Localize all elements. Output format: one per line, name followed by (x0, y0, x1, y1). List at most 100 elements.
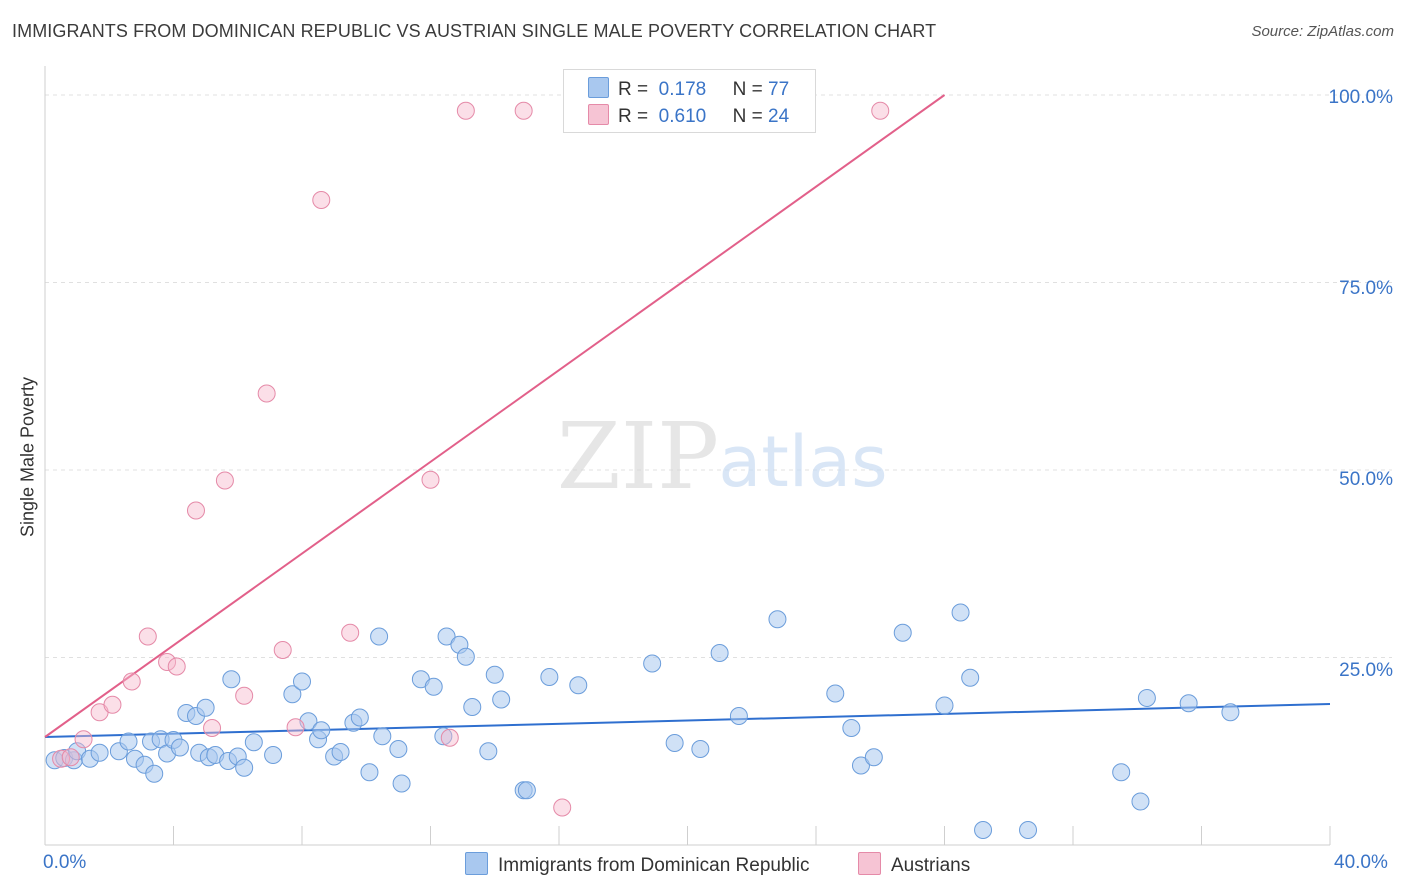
point-dominican (485, 665, 504, 684)
axes (44, 66, 1331, 846)
watermark-atlas: atlas (718, 421, 887, 503)
point-dominican (729, 707, 748, 725)
point-austrian (186, 501, 205, 520)
point-dominican (492, 690, 511, 709)
point-austrian (440, 728, 459, 747)
point-dominican (196, 698, 215, 717)
point-austrian (257, 384, 276, 403)
point-dominican (893, 623, 912, 642)
y-tick-25: 25.0% (1339, 660, 1393, 681)
point-dominican (389, 740, 408, 758)
point-dominican (456, 647, 475, 666)
point-dominican (170, 738, 189, 757)
point-austrian (138, 627, 157, 646)
point-dominican (768, 610, 787, 629)
point-dominican (974, 821, 993, 839)
point-dominican (463, 698, 482, 716)
point-dominican (864, 748, 883, 767)
legend-item-dominican[interactable]: Immigrants from Dominican Republic (465, 852, 810, 877)
legend-label: Immigrants from Dominican Republic (498, 855, 810, 876)
point-austrian (158, 653, 177, 671)
point-austrian (235, 686, 254, 705)
point-austrian (273, 641, 292, 659)
point-dominican (370, 627, 389, 646)
point-austrian (203, 719, 222, 737)
point-dominican (851, 756, 870, 775)
point-austrian (421, 470, 440, 489)
n-label: N = (732, 106, 763, 127)
point-dominican (1131, 792, 1150, 811)
point-dominican (540, 668, 559, 686)
n-label: N = (732, 79, 763, 100)
source-label: Source: ZipAtlas.com (1251, 23, 1394, 40)
y-tick-100: 100.0% (1328, 87, 1393, 108)
point-dominican (264, 746, 283, 764)
point-dominican (1179, 694, 1198, 713)
trend-line-austrians (44, 94, 946, 738)
point-dominican (434, 727, 453, 746)
point-dominican (145, 764, 164, 783)
point-dominican (222, 670, 241, 689)
stats-legend: R = 0.178 N = 77 R = 0.610 N = 24 (563, 69, 816, 133)
point-austrian (103, 695, 122, 714)
trend-lines (44, 94, 1331, 738)
point-dominican (1019, 821, 1038, 839)
point-dominican (665, 734, 684, 752)
y-tick-50: 50.0% (1339, 469, 1393, 490)
n-value: 24 (768, 106, 790, 127)
y-axis-label: Single Male Poverty (17, 376, 38, 538)
point-dominican (283, 685, 302, 704)
r-value: 0.178 (658, 79, 707, 100)
point-austrian (871, 101, 890, 120)
point-austrian (514, 101, 533, 120)
point-austrian (215, 471, 234, 490)
trend-line-dominican (44, 703, 1331, 738)
point-dominican (517, 781, 536, 800)
point-dominican (331, 743, 350, 761)
point-dominican (961, 668, 980, 687)
stats-legend-row-pink: R = 0.610 N = 24 (588, 104, 789, 128)
pink-swatch (858, 852, 881, 875)
x-tick-left: 0.0% (43, 852, 87, 873)
point-dominican (119, 732, 138, 751)
point-dominican (312, 721, 331, 740)
r-value: 0.610 (658, 106, 707, 127)
point-dominican (691, 740, 710, 758)
point-dominican (569, 676, 588, 695)
point-austrian (286, 718, 305, 737)
point-dominican (437, 627, 456, 646)
data-points (45, 101, 1240, 839)
point-dominican (90, 743, 109, 762)
point-austrian (61, 748, 80, 767)
pink-swatch (588, 104, 609, 125)
point-dominican (392, 774, 411, 793)
r-label: R = (618, 79, 649, 100)
blue-swatch (465, 852, 488, 875)
y-tick-75: 75.0% (1339, 278, 1393, 299)
point-dominican (244, 733, 263, 752)
x-tick-right: 40.0% (1334, 852, 1388, 873)
point-dominican (360, 763, 379, 782)
point-austrian (74, 730, 93, 749)
gridlines (45, 94, 1392, 658)
blue-swatch (588, 77, 609, 98)
point-austrian (122, 672, 141, 691)
watermark: ZIP atlas (557, 403, 888, 510)
r-label: R = (618, 106, 649, 127)
point-dominican (293, 672, 311, 691)
point-dominican (235, 758, 254, 777)
chart-title: IMMIGRANTS FROM DOMINICAN REPUBLIC VS AU… (12, 21, 937, 41)
point-dominican (373, 727, 392, 746)
point-dominican (1221, 703, 1240, 722)
point-dominican (350, 708, 369, 727)
point-austrian (456, 101, 475, 120)
point-dominican (1137, 689, 1156, 707)
point-dominican (710, 644, 729, 662)
n-value: 77 (768, 79, 790, 100)
watermark-zip: ZIP (557, 403, 719, 510)
point-dominican (842, 719, 861, 737)
legend-item-austrians[interactable]: Austrians (858, 852, 970, 877)
point-dominican (951, 603, 970, 622)
point-dominican (424, 677, 443, 696)
